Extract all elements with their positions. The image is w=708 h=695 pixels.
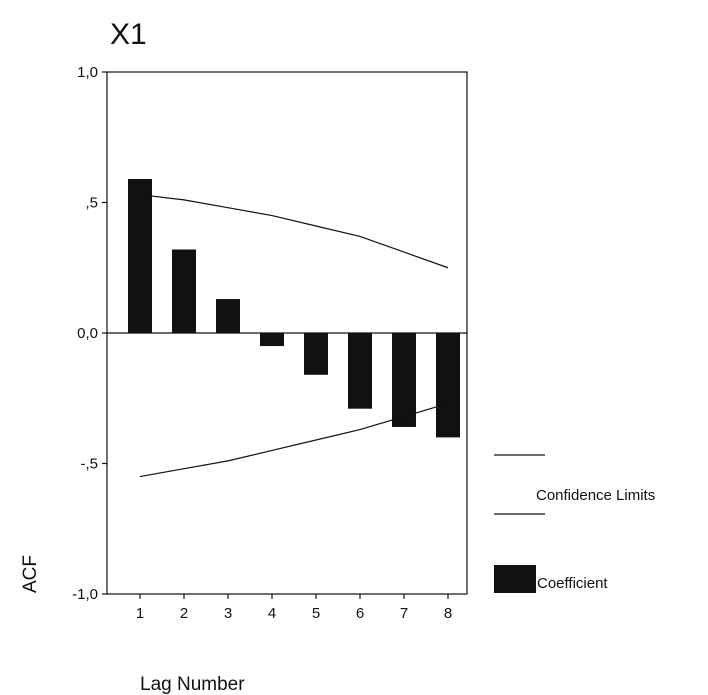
bar-lag-7 [392,333,416,427]
bar-lag-1 [128,179,152,333]
legend-confidence-limits-label: Confidence Limits [536,487,655,504]
legend: Confidence Limits Coefficient [494,454,655,593]
y-tick-label: 0,0 [77,325,98,342]
x-tick-label: 3 [224,605,232,622]
legend-coefficient-label: Coefficient [537,575,608,592]
y-tick-label: -,5 [80,456,98,473]
bar-lag-4 [260,333,284,347]
y-tick-label: ,5 [85,195,98,212]
confidence-limit-upper [139,194,449,269]
y-tick-label: 1,0 [77,64,98,81]
x-tick-label: 6 [356,605,364,622]
x-tick-label: 8 [444,605,452,622]
chart-title: X1 [110,18,147,51]
bars-layer [128,179,460,438]
bar-lag-8 [436,333,460,438]
y-axis: 1,0 ,5 0,0 -,5 -1,0 [72,64,107,603]
confidence-limits-layer [139,194,449,478]
bar-lag-3 [216,299,240,333]
x-tick-label: 5 [312,605,320,622]
x-tick-label: 1 [136,605,144,622]
x-tick-label: 2 [180,605,188,622]
y-axis-title: ACF [20,555,41,593]
y-tick-label: -1,0 [72,586,98,603]
x-axis: 1 2 3 4 5 6 7 8 [136,594,452,622]
legend-coefficient-swatch [494,565,536,593]
x-axis-title: Lag Number [140,674,245,695]
bar-lag-6 [348,333,372,409]
x-tick-label: 7 [400,605,408,622]
bar-lag-5 [304,333,328,375]
bar-lag-2 [172,249,196,333]
x-tick-label: 4 [268,605,276,622]
confidence-limit-lower [139,402,449,478]
